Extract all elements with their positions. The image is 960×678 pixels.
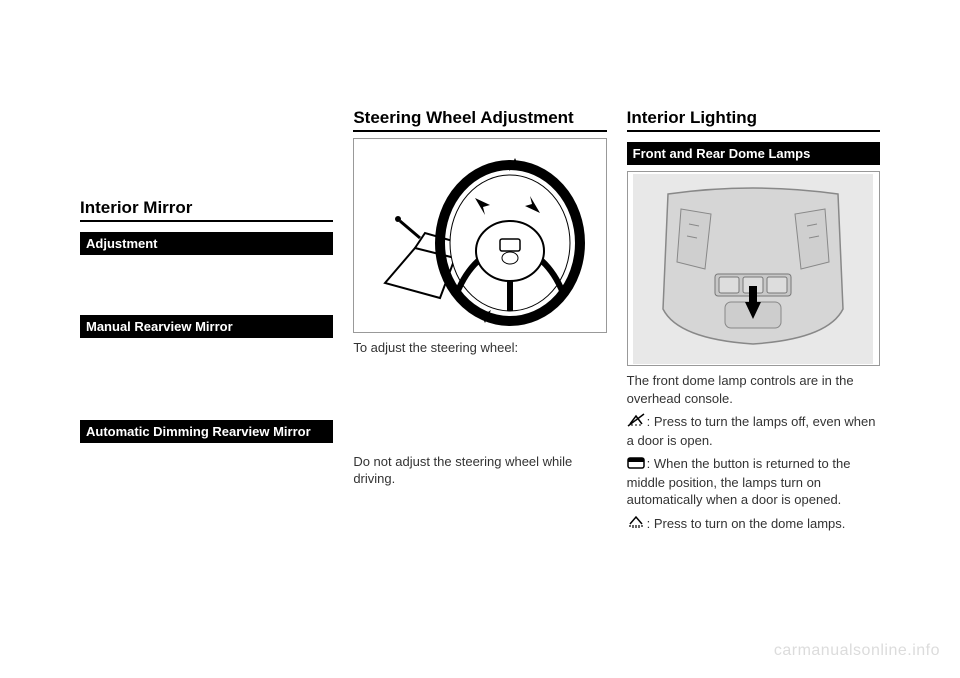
steering-wheel-icon bbox=[365, 143, 595, 328]
overhead-console-icon bbox=[633, 174, 873, 364]
door-icon bbox=[627, 456, 645, 474]
lamp-on-icon bbox=[627, 515, 645, 534]
manual-rearview-subheading: Manual Rearview Mirror bbox=[80, 315, 333, 338]
steering-wheel-heading: Steering Wheel Adjustment bbox=[353, 108, 606, 132]
column-2: Steering Wheel Adjustment bbox=[353, 100, 606, 540]
auto-dimming-subheading: Automatic Dimming Rearview Mirror bbox=[80, 420, 333, 443]
dome-text-2-body: : Press to turn the lamps off, even when… bbox=[627, 414, 876, 448]
interior-lighting-heading: Interior Lighting bbox=[627, 108, 880, 132]
steering-caption-2: Do not adjust the steering wheel while d… bbox=[353, 453, 606, 488]
column-3: Interior Lighting Front and Rear Dome La… bbox=[627, 100, 880, 540]
manual-page: Interior Mirror Adjustment Manual Rearvi… bbox=[0, 0, 960, 580]
dome-text-3-body: : When the button is returned to the mid… bbox=[627, 456, 851, 507]
dome-text-1: The front dome lamp controls are in the … bbox=[627, 372, 880, 407]
lamp-off-icon bbox=[627, 413, 645, 432]
column-1: Interior Mirror Adjustment Manual Rearvi… bbox=[80, 100, 333, 540]
dome-text-4-body: : Press to turn on the dome lamps. bbox=[647, 516, 846, 531]
dome-lamps-subheading: Front and Rear Dome Lamps bbox=[627, 142, 880, 165]
steering-wheel-figure bbox=[353, 138, 606, 333]
overhead-console-figure bbox=[627, 171, 880, 366]
adjustment-subheading: Adjustment bbox=[80, 232, 333, 255]
steering-caption-1: To adjust the steering wheel: bbox=[353, 339, 606, 357]
interior-mirror-heading: Interior Mirror bbox=[80, 198, 333, 222]
dome-text-2: : Press to turn the lamps off, even when… bbox=[627, 413, 880, 449]
watermark-text: carmanualsonline.info bbox=[774, 642, 940, 660]
dome-text-3: : When the button is returned to the mid… bbox=[627, 455, 880, 508]
dome-text-4: : Press to turn on the dome lamps. bbox=[627, 515, 880, 534]
